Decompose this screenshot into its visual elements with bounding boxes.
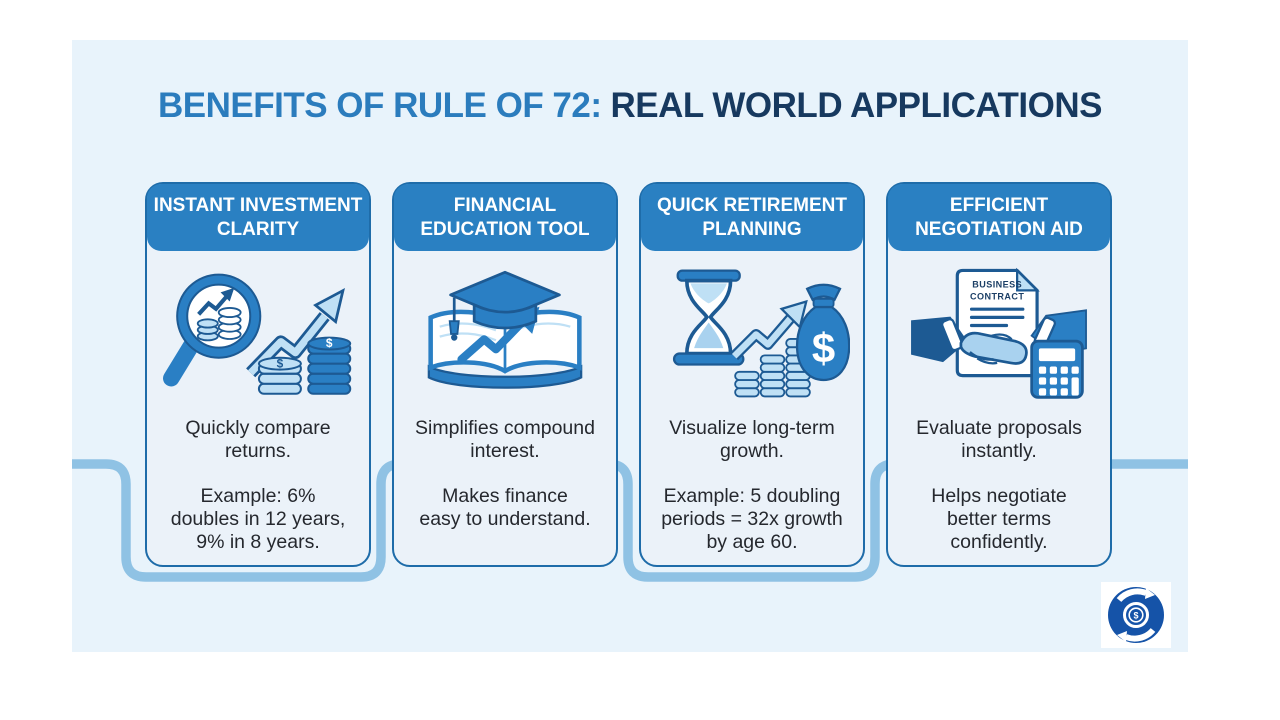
card-header: FINANCIAL EDUCATION TOOL (394, 184, 616, 251)
text-line: doubles in 12 years, (170, 508, 346, 530)
text-line: 9% in 8 years. (196, 531, 320, 553)
card-quick-retirement-planning: QUICK RETIREMENT PLANNING (639, 182, 865, 567)
card-header: QUICK RETIREMENT PLANNING (641, 184, 863, 251)
text-line: Helps negotiate (931, 485, 1067, 507)
card-body-text: Simplifies compound interest. Makes fina… (415, 417, 595, 531)
card-paragraph: Helps negotiate better terms confidently… (916, 485, 1082, 554)
contract-handshake-calculator-icon: BUSINESS CONTRACT (908, 257, 1090, 409)
text-line: better terms (946, 508, 1052, 530)
card-body-text: Evaluate proposals instantly. Helps nego… (916, 417, 1082, 554)
card-header-line: FINANCIAL (453, 194, 557, 216)
card-paragraph: Visualize long-term growth. (661, 417, 843, 463)
card-paragraph: Example: 6% doubles in 12 years, 9% in 8… (171, 485, 346, 554)
card-header: EFFICIENT NEGOTIATION AID (888, 184, 1110, 251)
card-body-text: Quickly compare returns. Example: 6% dou… (171, 417, 346, 554)
svg-text:$: $ (812, 324, 835, 371)
card-header-line: EDUCATION TOOL (420, 218, 590, 240)
title-highlight: BENEFITS OF RULE OF 72: (157, 86, 602, 125)
text-line: Evaluate proposals (916, 417, 1082, 439)
card-efficient-negotiation-aid: EFFICIENT NEGOTIATION AID BUSINESS CONTR… (886, 182, 1112, 567)
text-line: Example: 6% (200, 485, 316, 507)
text-line: Quickly compare (185, 417, 331, 439)
finance-hands-coin-logo-icon: $ (1108, 587, 1164, 643)
card-instant-investment-clarity: INSTANT INVESTMENT CLARITY (145, 182, 371, 567)
card-body-text: Visualize long-term growth. Example: 5 d… (661, 417, 843, 554)
text-line: returns. (224, 440, 292, 462)
card-financial-education-tool: FINANCIAL EDUCATION TOOL Sim (392, 182, 618, 567)
text-line: easy to understand. (419, 508, 591, 530)
svg-text:$: $ (326, 336, 333, 350)
card-paragraph: Quickly compare returns. (171, 417, 346, 463)
card-header-line: NEGOTIATION AID (915, 218, 1083, 240)
text-line: growth. (720, 440, 784, 462)
card-header-line: EFFICIENT (949, 194, 1049, 216)
text-line: Visualize long-term (669, 417, 835, 439)
card-header-line: INSTANT INVESTMENT (153, 194, 363, 216)
card-header-line: QUICK RETIREMENT (657, 194, 847, 216)
card-paragraph: Example: 5 doubling periods = 32x growth… (661, 485, 843, 554)
text-line: Makes finance (442, 485, 568, 507)
text-line: interest. (470, 440, 540, 462)
text-line: confidently. (950, 531, 1048, 553)
business-contract-label: CONTRACT (970, 291, 1024, 301)
svg-text:$: $ (277, 356, 284, 370)
card-paragraph: Simplifies compound interest. (415, 417, 595, 463)
card-paragraph: Makes finance easy to understand. (415, 485, 595, 531)
svg-text:$: $ (1133, 611, 1138, 621)
text-line: instantly. (961, 440, 1037, 462)
brand-logo: $ (1101, 582, 1171, 648)
text-line: by age 60. (706, 531, 798, 553)
card-header-line: PLANNING (702, 218, 802, 240)
hourglass-growth-money-bag-icon: $ (654, 257, 850, 409)
text-line: periods = 32x growth (661, 508, 843, 530)
graduation-cap-book-icon (414, 257, 596, 409)
card-paragraph: Evaluate proposals instantly. (916, 417, 1082, 463)
title-rest: REAL WORLD APPLICATIONS (610, 86, 1103, 125)
text-line: Example: 5 doubling (663, 485, 841, 507)
text-line: Simplifies compound (415, 417, 595, 439)
business-contract-label: BUSINESS (972, 280, 1022, 290)
card-header: INSTANT INVESTMENT CLARITY (147, 184, 369, 251)
card-header-line: CLARITY (216, 218, 300, 240)
magnifier-growth-chart-coins-icon: $ $ (162, 257, 354, 409)
page-title: BENEFITS OF RULE OF 72: REAL WORLD APPLIC… (72, 86, 1188, 126)
